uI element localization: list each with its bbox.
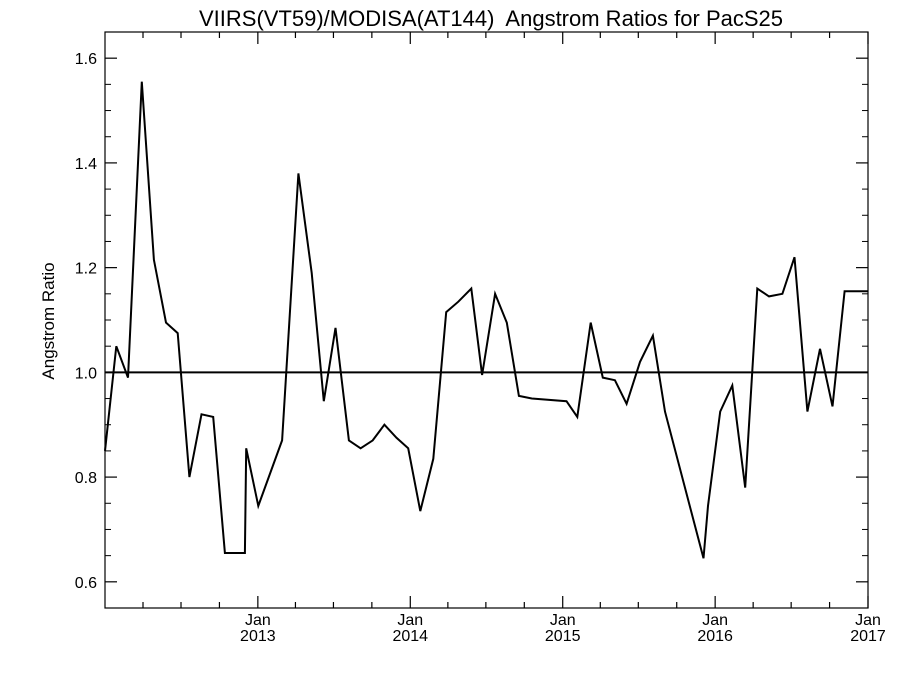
data-point [832, 405, 834, 407]
y-tick-label: 0.6 [75, 575, 97, 592]
data-point [244, 552, 246, 554]
data-point [756, 288, 758, 290]
data-point [245, 447, 247, 449]
data-point [281, 439, 283, 441]
data-point [470, 288, 472, 290]
data-point [177, 332, 179, 334]
data-point [115, 345, 117, 347]
angstrom-ratio-series-line [104, 81, 868, 559]
x-tick-year-label: 2013 [240, 628, 276, 645]
y-axis-ticks: 0.6 0.8 1.0 1.2 1.4 1.6 [75, 51, 868, 592]
data-point [626, 403, 628, 405]
data-point [165, 322, 167, 324]
data-point [565, 400, 567, 402]
data-point [445, 311, 447, 313]
y-tick-label: 1.0 [75, 365, 97, 382]
x-tick-month-label: Jan [550, 612, 576, 629]
data-point [432, 458, 434, 460]
data-point [200, 413, 202, 415]
data-point [212, 416, 214, 418]
data-point [311, 272, 313, 274]
data-point [844, 290, 846, 292]
data-point [793, 256, 795, 258]
x-tick-month-label: Jan [397, 612, 423, 629]
y-tick-label: 1.2 [75, 261, 97, 278]
x-tick-year-label: 2016 [697, 628, 733, 645]
data-point [639, 361, 641, 363]
x-tick-year-label: 2015 [545, 628, 581, 645]
data-point [348, 439, 350, 441]
plot-frame [104, 31, 869, 609]
data-point [396, 437, 398, 439]
x-tick-year-label: 2017 [850, 628, 886, 645]
chart-title: VIIRS(VT59)/MODISA(AT144) Angstrom Ratio… [199, 6, 783, 31]
data-point [819, 348, 821, 350]
data-point [419, 510, 421, 512]
data-point [372, 439, 374, 441]
data-point [768, 295, 770, 297]
y-axis-label: Angstrom Ratio [39, 262, 58, 379]
data-point [590, 322, 592, 324]
data-point [323, 400, 325, 402]
data-point [531, 398, 533, 400]
x-tick-year-label: 2014 [392, 628, 428, 645]
data-point [104, 450, 106, 452]
data-point [614, 379, 616, 381]
x-tick-month-label: Jan [855, 612, 881, 629]
data-point [602, 377, 604, 379]
data-point [731, 384, 733, 386]
data-point [360, 447, 362, 449]
data-point [335, 327, 337, 329]
data-point [506, 322, 508, 324]
data-point [224, 552, 226, 554]
data-point [407, 447, 409, 449]
data-point [257, 505, 259, 507]
data-point [806, 411, 808, 413]
data-point [652, 335, 654, 337]
data-point [383, 424, 385, 426]
data-point [781, 293, 783, 295]
data-point [576, 416, 578, 418]
data-point [457, 301, 459, 303]
data-point [664, 411, 666, 413]
data-point [707, 505, 709, 507]
x-tick-month-label: Jan [245, 612, 271, 629]
data-point [153, 259, 155, 261]
data-point [702, 557, 704, 559]
data-point [518, 395, 520, 397]
data-point [188, 476, 190, 478]
data-point [127, 377, 129, 379]
data-point [719, 411, 721, 413]
x-tick-month-label: Jan [702, 612, 728, 629]
data-point [297, 172, 299, 174]
y-tick-label: 0.8 [75, 470, 97, 487]
data-point [867, 290, 869, 292]
data-point [857, 290, 859, 292]
y-tick-label: 1.6 [75, 51, 97, 68]
data-point [744, 487, 746, 489]
data-point [481, 374, 483, 376]
data-point [494, 293, 496, 295]
data-point [141, 81, 143, 83]
y-tick-label: 1.4 [75, 156, 97, 173]
